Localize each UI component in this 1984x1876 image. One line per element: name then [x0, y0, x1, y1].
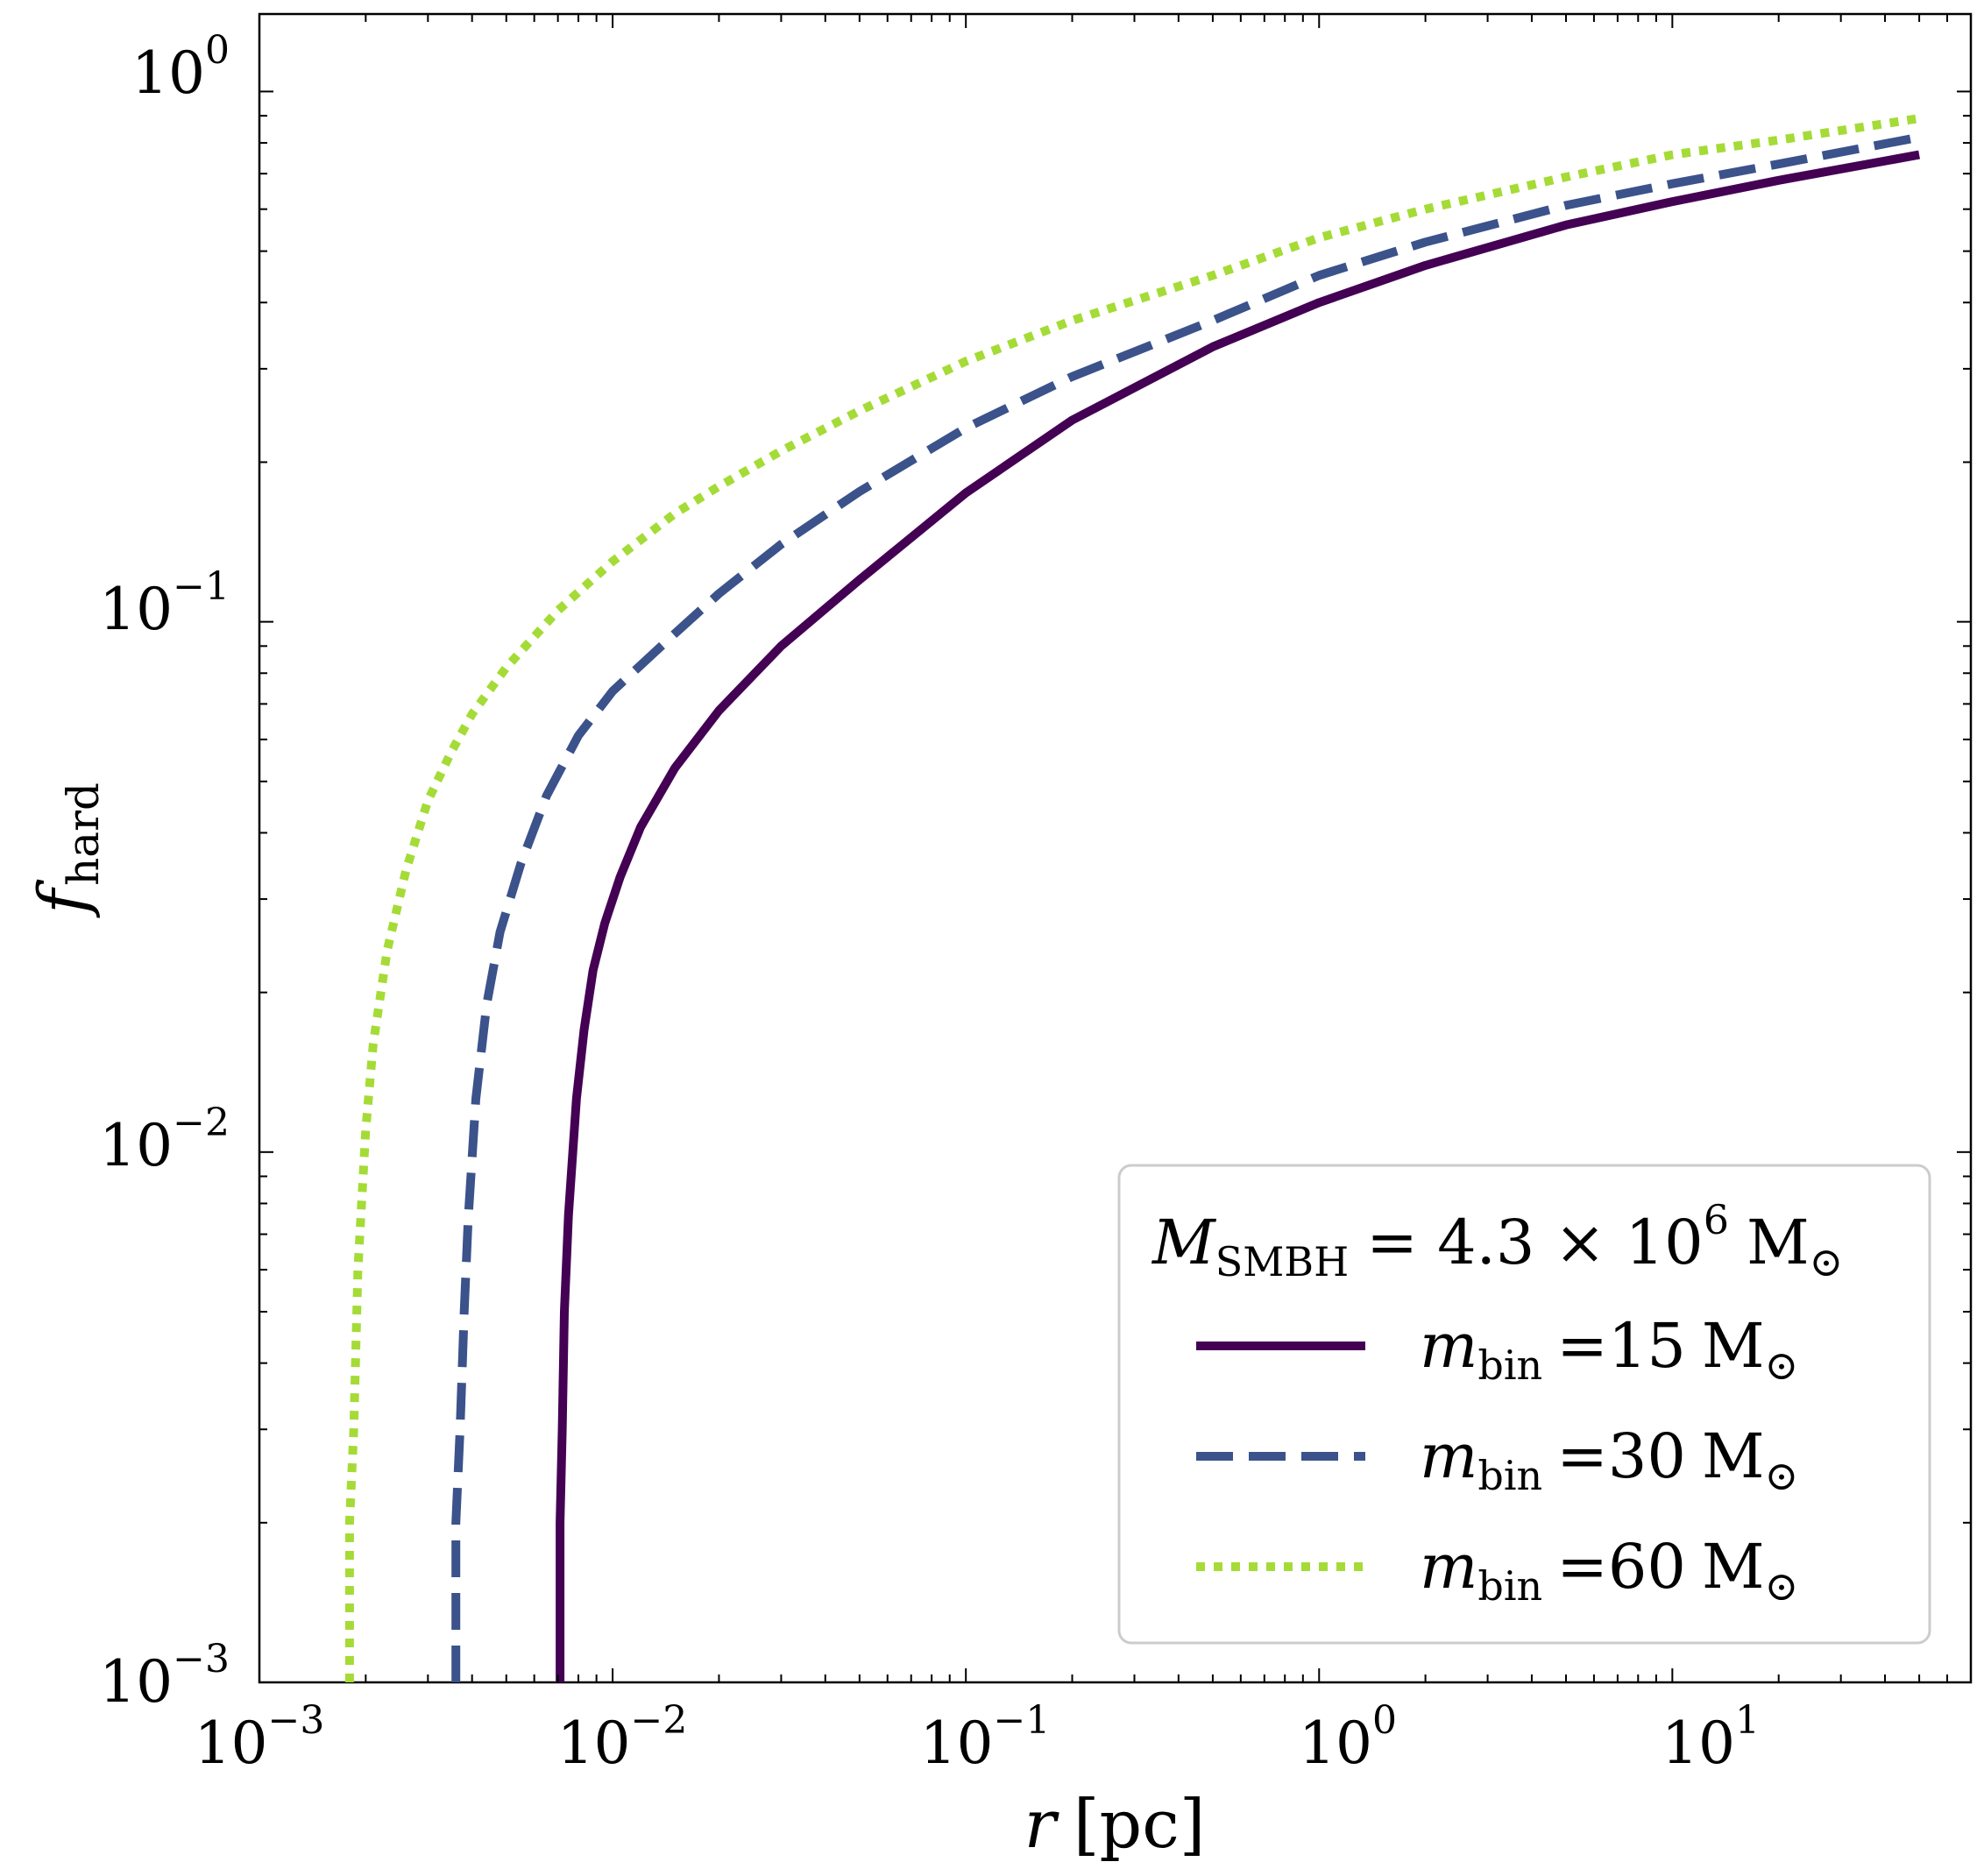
legend-box	[1117, 1164, 1931, 1645]
y-axis-label: fhard	[24, 782, 109, 918]
series-layer	[344, 114, 1921, 1682]
legend-label-60: mbin =60 M⊙	[1420, 1531, 1798, 1610]
legend-label-30: mbin =30 M⊙	[1420, 1420, 1798, 1499]
x-tick-label: 10−1	[920, 1698, 1051, 1777]
x-tick-label: 101	[1662, 1698, 1760, 1777]
series-line-1	[451, 132, 1921, 1682]
x-tick-label: 10−2	[557, 1698, 688, 1777]
y-tick-label: 10−3	[99, 1637, 230, 1716]
x-tick-label: 10−3	[195, 1698, 325, 1777]
legend: MSMBH = 4.3 × 106 M⊙ mbin =15 M⊙ mbin =30 M⊙ m…	[1117, 1164, 1931, 1645]
legend-handles	[1196, 1342, 1365, 1571]
legend-label-15: mbin =15 M⊙	[1420, 1310, 1798, 1389]
series-line-2	[344, 114, 1920, 1682]
x-tick-labels: 10−3 10−2 10−1 100 101	[195, 1698, 1760, 1777]
y-tick-label: 10−1	[99, 564, 230, 643]
x-tick-label: 100	[1299, 1698, 1397, 1777]
tick-layer	[259, 14, 1972, 1683]
x-axis-label: r [pc]	[1024, 1785, 1206, 1863]
series-line-0	[556, 150, 1920, 1682]
legend-title: MSMBH = 4.3 × 106 M⊙	[1151, 1196, 1843, 1285]
y-tick-label: 10−2	[99, 1101, 230, 1179]
y-tick-label: 100	[131, 28, 230, 107]
y-tick-labels: 10−3 10−2 10−1 100	[99, 28, 230, 1716]
